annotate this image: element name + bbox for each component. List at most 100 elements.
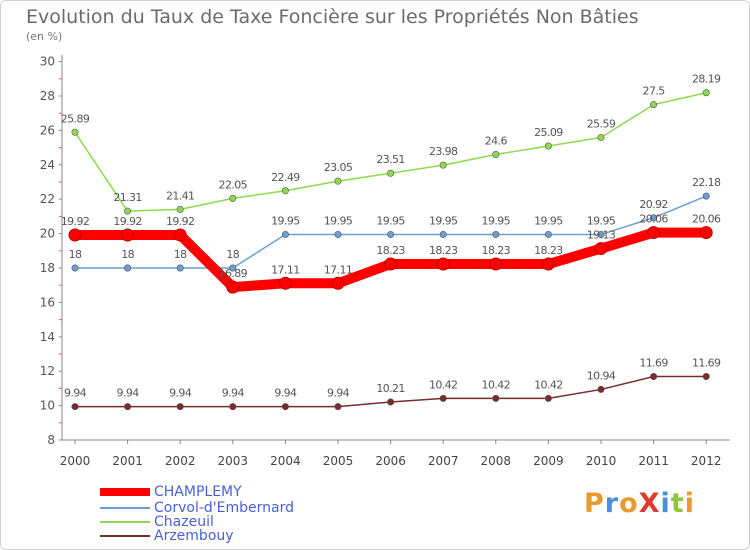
y-tick-label: 12 xyxy=(40,364,55,378)
y-tick-label: 10 xyxy=(40,399,55,413)
data-label: 20.06 xyxy=(639,213,668,226)
x-tick-label: 2008 xyxy=(481,454,512,468)
data-label: 9.94 xyxy=(222,387,245,400)
y-tick-label: 24 xyxy=(40,158,55,172)
data-label: 16.89 xyxy=(219,267,248,280)
legend-swatch xyxy=(100,534,150,537)
data-point xyxy=(489,257,503,271)
data-label: 23.51 xyxy=(376,153,405,166)
logo-letter: X xyxy=(638,488,661,519)
x-tick-label: 2006 xyxy=(375,454,406,468)
data-label: 19.95 xyxy=(324,214,353,227)
data-label: 17.11 xyxy=(271,263,300,276)
data-point xyxy=(387,230,395,238)
data-point xyxy=(176,403,184,411)
data-point xyxy=(544,230,552,238)
data-label: 18.23 xyxy=(482,244,511,257)
data-label: 17.11 xyxy=(324,263,353,276)
data-point xyxy=(384,257,398,271)
data-point xyxy=(229,264,237,272)
data-point xyxy=(597,230,605,238)
data-label: 18.23 xyxy=(376,244,405,257)
data-label: 9.94 xyxy=(64,387,87,400)
data-label: 19.95 xyxy=(376,214,405,227)
data-point xyxy=(331,276,345,290)
x-tick-label: 2003 xyxy=(218,454,249,468)
data-point xyxy=(334,177,342,185)
data-label: 24.6 xyxy=(485,134,508,147)
data-point xyxy=(387,169,395,177)
legend-swatch xyxy=(100,506,150,509)
y-tick-label: 28 xyxy=(40,89,55,103)
logo-letter: i xyxy=(684,488,695,519)
data-label: 23.05 xyxy=(324,161,353,174)
data-point xyxy=(278,276,292,290)
data-point xyxy=(173,228,187,242)
data-label: 22.49 xyxy=(271,171,300,184)
data-label: 19.95 xyxy=(482,214,511,227)
data-label: 27.5 xyxy=(643,85,666,98)
data-label: 19.95 xyxy=(271,214,300,227)
data-point xyxy=(699,226,713,240)
data-point xyxy=(334,230,342,238)
y-tick-label: 30 xyxy=(40,55,55,69)
data-point xyxy=(229,194,237,202)
data-label: 18.23 xyxy=(534,244,563,257)
data-label: 10.94 xyxy=(587,369,616,382)
data-point xyxy=(281,403,289,411)
data-point xyxy=(544,142,552,150)
data-label: 9.94 xyxy=(169,387,192,400)
data-label: 19.95 xyxy=(429,214,458,227)
data-point xyxy=(436,257,450,271)
y-tick-label: 8 xyxy=(47,433,55,447)
data-point xyxy=(68,228,82,242)
logo-letter: P xyxy=(584,488,605,519)
legend-swatch xyxy=(100,520,150,523)
logo-letter: i xyxy=(660,488,671,519)
data-point xyxy=(597,385,605,393)
chart-title: Evolution du Taux de Taxe Foncière sur l… xyxy=(26,6,639,28)
data-point xyxy=(647,226,661,240)
data-label: 22.05 xyxy=(219,178,248,191)
data-label: 19.92 xyxy=(61,215,90,228)
data-point xyxy=(124,403,132,411)
data-point xyxy=(439,230,447,238)
data-point xyxy=(492,394,500,402)
data-point xyxy=(702,89,710,97)
data-label: 19.95 xyxy=(534,214,563,227)
x-tick-label: 2011 xyxy=(638,454,669,468)
data-point xyxy=(281,187,289,195)
proxiti-logo: ProXiti xyxy=(584,488,695,519)
data-point xyxy=(594,242,608,256)
data-label: 21.31 xyxy=(113,191,142,204)
y-unit-label: (en %) xyxy=(26,30,63,43)
x-tick-label: 2005 xyxy=(323,454,354,468)
data-label: 11.69 xyxy=(639,357,668,370)
legend-item-corvol: Corvol-d'Embernard xyxy=(100,500,294,516)
data-label: 19.92 xyxy=(166,215,195,228)
x-tick-label: 2009 xyxy=(533,454,564,468)
data-label: 9.94 xyxy=(327,387,350,400)
x-tick-label: 2002 xyxy=(165,454,196,468)
data-point xyxy=(71,264,79,272)
data-label: 10.21 xyxy=(376,382,405,395)
x-tick-label: 2001 xyxy=(112,454,143,468)
data-label: 18 xyxy=(226,248,239,261)
data-label: 10.42 xyxy=(482,378,511,391)
data-point xyxy=(702,373,710,381)
data-point xyxy=(71,403,79,411)
legend-label: CHAMPLEMY xyxy=(154,483,242,500)
data-label: 25.09 xyxy=(534,126,563,139)
data-point xyxy=(702,192,710,200)
legend-label: Arzembouy xyxy=(154,527,234,544)
data-point xyxy=(597,133,605,141)
data-label: 20.92 xyxy=(639,198,668,211)
y-tick-label: 16 xyxy=(40,295,55,309)
legend-item-chazeuil: Chazeuil xyxy=(100,514,214,530)
data-point xyxy=(439,394,447,402)
x-tick-label: 2000 xyxy=(60,454,91,468)
data-label: 10.42 xyxy=(534,378,563,391)
data-label: 18 xyxy=(69,248,82,261)
data-point xyxy=(229,403,237,411)
